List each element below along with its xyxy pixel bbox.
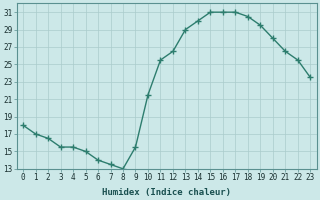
X-axis label: Humidex (Indice chaleur): Humidex (Indice chaleur)	[102, 188, 231, 197]
